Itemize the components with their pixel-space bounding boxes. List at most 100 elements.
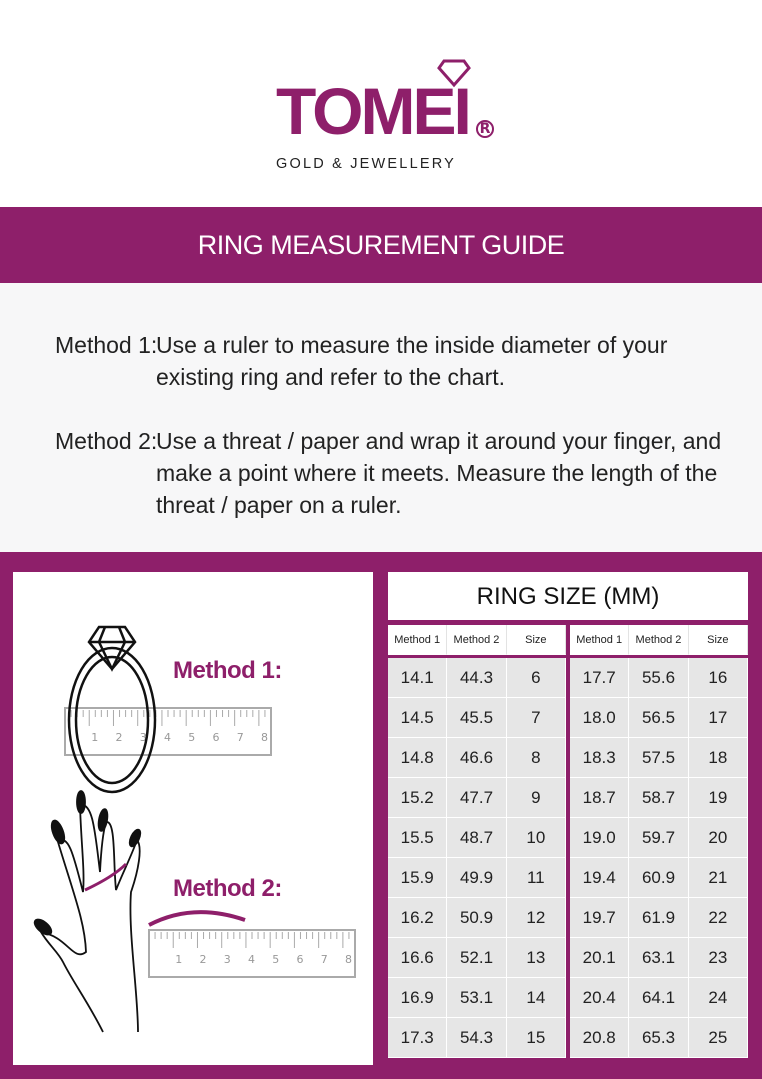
logo: TOMEI R GOLD & JEWELLERY — [0, 0, 762, 207]
method-label: Method 2: — [55, 428, 158, 454]
ruler-number: 7 — [321, 953, 328, 966]
table-cell: 17.7 — [570, 658, 630, 698]
table-row: 15.9 49.9 11 — [388, 858, 566, 898]
table-cell: 22 — [688, 898, 748, 938]
table-cell: 7 — [506, 698, 566, 738]
table-right-half: Method 1 Method 2 Size 17.7 55.6 16 18.0 56.5 17… — [570, 625, 748, 1058]
method-2-instruction: Method 2: Use a threat / paper and wrap … — [55, 425, 721, 518]
diamond-icon — [437, 59, 471, 88]
table-row: 14.1 44.3 6 — [388, 658, 566, 698]
table-row: 20.1 63.1 23 — [570, 938, 748, 978]
table-row: 19.4 60.9 21 — [570, 858, 748, 898]
table-cell: 14.5 — [388, 698, 448, 738]
thread-line — [148, 910, 246, 927]
table-cell: 18 — [688, 738, 748, 778]
ruler-number: 3 — [140, 731, 147, 744]
table-cell: 18.0 — [570, 698, 630, 738]
method-text: Use a ruler to measure the inside diamet… — [156, 332, 668, 390]
table-header-row: Method 1 Method 2 Size — [388, 625, 566, 655]
table-cell: 64.1 — [629, 978, 689, 1018]
ruler-1: 1 2 3 4 5 6 7 8 — [64, 707, 272, 756]
table-cell: 19.4 — [570, 858, 630, 898]
illustration-panel: 1 2 3 4 5 6 7 8 1 2 3 4 5 6 7 8 Method 1: Method 2: — [13, 572, 373, 1065]
table-row: 20.4 64.1 24 — [570, 978, 748, 1018]
brand-tagline: GOLD & JEWELLERY — [276, 156, 456, 172]
table-cell: 9 — [506, 778, 566, 818]
ruler-number: 4 — [164, 731, 171, 744]
table-cell: 15.5 — [388, 818, 448, 858]
table-cell: 16 — [688, 658, 748, 698]
table-cell: 15.2 — [388, 778, 448, 818]
table-row: 16.6 52.1 13 — [388, 938, 566, 978]
ruler-number: 7 — [237, 731, 244, 744]
table-row: 14.5 45.5 7 — [388, 698, 566, 738]
table-cell: 57.5 — [629, 738, 689, 778]
table-row: 18.7 58.7 19 — [570, 778, 748, 818]
table-cell: 17.3 — [388, 1018, 448, 1058]
table-cell: 14.8 — [388, 738, 448, 778]
ruler-number: 5 — [188, 731, 195, 744]
ruler-number: 3 — [224, 953, 231, 966]
table-row: 17.3 54.3 15 — [388, 1018, 566, 1058]
table-cell: 14 — [506, 978, 566, 1018]
column-header: Size — [506, 625, 566, 655]
table-header-row: Method 1 Method 2 Size — [570, 625, 748, 655]
table-title: RING SIZE (MM) — [388, 572, 748, 620]
table-cell: 16.2 — [388, 898, 448, 938]
table-cell: 18.7 — [570, 778, 630, 818]
ruler-number: 2 — [200, 953, 207, 966]
table-cell: 16.6 — [388, 938, 448, 978]
table-cell: 65.3 — [629, 1018, 689, 1058]
table-cell: 13 — [506, 938, 566, 978]
method-instructions: Method 1: Use a ruler to measure the ins… — [0, 283, 762, 552]
table-cell: 54.3 — [447, 1018, 507, 1058]
table-row: 15.2 47.7 9 — [388, 778, 566, 818]
table-cell: 11 — [506, 858, 566, 898]
table-cell: 52.1 — [447, 938, 507, 978]
ruler-number: 8 — [261, 731, 268, 744]
table-cell: 21 — [688, 858, 748, 898]
table-cell: 48.7 — [447, 818, 507, 858]
table-cell: 20.1 — [570, 938, 630, 978]
table-row: 15.5 48.7 10 — [388, 818, 566, 858]
table-cell: 23 — [688, 938, 748, 978]
method-2-label: Method 2: — [173, 875, 282, 902]
ruler-number: 5 — [272, 953, 279, 966]
ruler-2: 1 2 3 4 5 6 7 8 — [148, 929, 356, 978]
column-header: Size — [688, 625, 748, 655]
method-label: Method 1: — [55, 332, 158, 358]
ruler-number: 1 — [175, 953, 182, 966]
hand-icon — [33, 790, 142, 1033]
table-cell: 53.1 — [447, 978, 507, 1018]
ruler-number: 6 — [212, 731, 219, 744]
table-cell: 15.9 — [388, 858, 448, 898]
ruler-number: 4 — [248, 953, 255, 966]
table-cell: 47.7 — [447, 778, 507, 818]
table-cell: 46.6 — [447, 738, 507, 778]
table-cell: 17 — [688, 698, 748, 738]
column-header: Method 1 — [570, 625, 630, 655]
table-cell: 19 — [688, 778, 748, 818]
column-header: Method 2 — [629, 625, 689, 655]
table-row: 18.0 56.5 17 — [570, 698, 748, 738]
table-row: 16.2 50.9 12 — [388, 898, 566, 938]
table-cell: 25 — [688, 1018, 748, 1058]
ring-icon — [67, 625, 157, 794]
table-row: 18.3 57.5 18 — [570, 738, 748, 778]
table-row: 19.0 59.7 20 — [570, 818, 748, 858]
registered-mark: R — [476, 120, 494, 138]
ruler-number: 8 — [345, 953, 352, 966]
table-cell: 56.5 — [629, 698, 689, 738]
table-cell: 55.6 — [629, 658, 689, 698]
table-cell: 61.9 — [629, 898, 689, 938]
table-row: 19.7 61.9 22 — [570, 898, 748, 938]
table-cell: 15 — [506, 1018, 566, 1058]
table-cell: 6 — [506, 658, 566, 698]
ruler-number: 1 — [91, 731, 98, 744]
table-cell: 44.3 — [447, 658, 507, 698]
table-cell: 63.1 — [629, 938, 689, 978]
column-header: Method 1 — [388, 625, 448, 655]
thread-on-finger — [84, 862, 128, 892]
table-cell: 20.8 — [570, 1018, 630, 1058]
table-left-half: Method 1 Method 2 Size 14.1 44.3 6 14.5 45.5 7 14… — [388, 625, 566, 1058]
